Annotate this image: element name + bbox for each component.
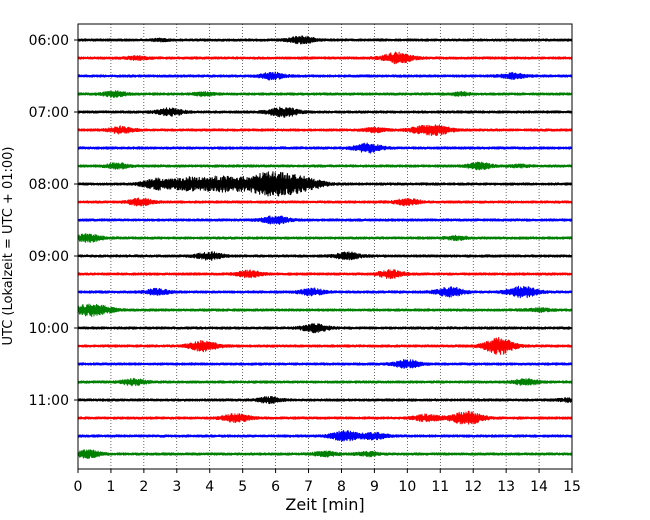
seismo-trace-0930 [77,285,573,299]
x-tick-label: 12 [464,479,482,495]
x-tick-label: 8 [337,479,346,495]
x-tick-label: 14 [530,479,548,495]
seismo-trace-1100 [77,395,573,405]
y-axis-label: UTC (Lokalzeit = UTC + 01:00) [1,147,16,346]
seismo-trace-1030 [77,359,573,369]
x-tick-label: 1 [106,479,115,495]
seismo-trace-0700 [77,106,573,118]
seismo-trace-0915 [77,269,573,280]
x-tick-label: 15 [563,479,581,495]
x-tick-label: 7 [304,479,313,495]
seismo-trace-0900 [77,251,573,261]
seismo-trace-0815 [77,197,573,207]
x-tick-label: 11 [431,479,449,495]
seismo-trace-1015 [77,336,573,355]
seismo-trace-0800 [77,171,573,197]
seismo-trace-1045 [77,377,573,387]
y-tick-label: 10:00 [29,321,69,337]
seismo-trace-0845 [77,233,573,244]
seismo-trace-0745 [77,161,573,171]
seismo-trace-1130 [77,430,573,442]
x-axis-label: Zeit [min] [285,495,364,514]
trace-group [77,35,573,459]
x-tick-label: 13 [497,479,515,495]
x-tick-label: 2 [139,479,148,495]
x-tick-label: 0 [74,479,83,495]
x-tick-label: 9 [370,479,379,495]
seismo-trace-0830 [77,215,573,225]
y-tick-label: 11:00 [29,393,69,409]
y-tick-label: 08:00 [29,177,69,193]
y-axis-ticks: 06:00 07:00 08:00 09:00 10:00 11:00 [29,33,78,409]
seismo-trace-0615 [77,51,573,65]
y-tick-label: 07:00 [29,105,69,121]
x-tick-label: 10 [398,479,416,495]
seismo-trace-0645 [77,90,573,98]
seismo-trace-0600 [77,35,573,45]
x-tick-label: 4 [205,479,214,495]
seismo-trace-0730 [77,142,573,154]
plot-area [78,24,572,469]
seismo-trace-0715 [77,124,573,137]
x-tick-label: 6 [271,479,280,495]
seismo-trace-1115 [77,410,573,425]
seismo-trace-1000 [77,323,573,334]
y-tick-label: 06:00 [29,33,69,49]
plot-border [77,23,573,470]
x-axis-ticks: 0 1 2 3 4 5 6 7 8 9 10 11 12 13 14 15 [74,469,581,495]
x-tick-label: 3 [172,479,181,495]
x-tick-label: 5 [238,479,247,495]
grid-lines [110,24,540,469]
y-tick-label: 09:00 [29,249,69,265]
seismo-trace-0630 [77,71,573,81]
seismo-trace-1145 [77,449,573,459]
seismo-trace-0945 [77,303,573,318]
